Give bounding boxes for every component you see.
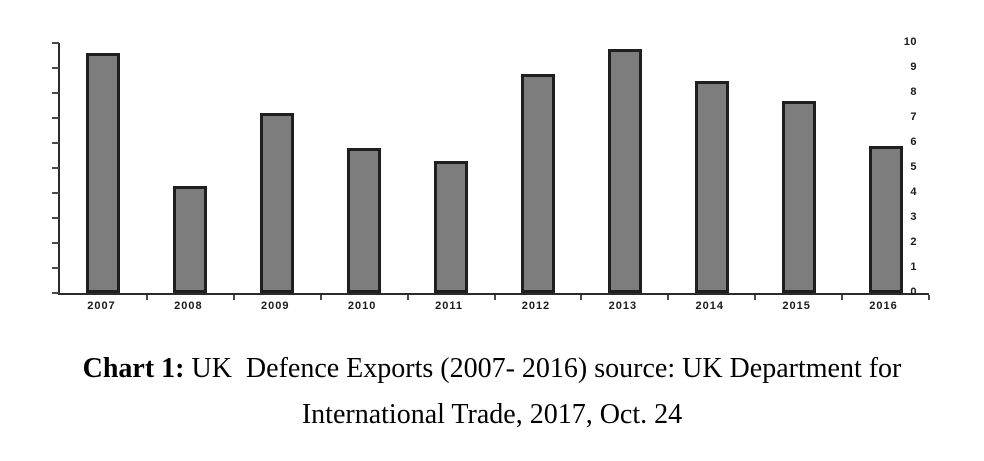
y-axis-tick-label-5: 5 bbox=[910, 161, 917, 173]
x-axis-tick-mark-6 bbox=[580, 295, 583, 300]
x-axis-tick-mark-10 bbox=[928, 295, 930, 300]
x-axis-tick-mark-5 bbox=[493, 295, 496, 300]
y-axis-tick-mark-10 bbox=[52, 42, 59, 44]
caption-line-2: International Trade, 2017, Oct. 24 bbox=[301, 399, 683, 430]
y-axis-tick-label-2: 2 bbox=[910, 236, 917, 248]
y-axis-tick-label-8: 8 bbox=[910, 86, 917, 98]
x-axis-tick-mark-7 bbox=[667, 295, 670, 300]
x-axis-label-2013: 2013 bbox=[608, 300, 638, 312]
y-axis-tick-mark-3 bbox=[52, 217, 59, 219]
bar-2013 bbox=[607, 49, 642, 293]
y-axis-tick-label-7: 7 bbox=[910, 111, 917, 123]
y-axis-tick-mark-8 bbox=[52, 92, 59, 94]
x-axis-tick-mark-1 bbox=[145, 295, 148, 300]
y-axis-tick-mark-9 bbox=[52, 67, 59, 69]
y-axis-tick-mark-1 bbox=[52, 267, 59, 269]
x-axis-tick-mark-8 bbox=[754, 295, 757, 300]
bar-2014 bbox=[694, 80, 729, 293]
x-axis-label-2014: 2014 bbox=[695, 300, 724, 312]
caption-chart-label: Chart 1: bbox=[82, 353, 185, 384]
x-axis-label-2009: 2009 bbox=[261, 300, 290, 312]
y-axis-tick-label-6: 6 bbox=[910, 136, 917, 148]
x-axis-label-2010: 2010 bbox=[347, 300, 377, 312]
bar-2012 bbox=[520, 74, 555, 293]
y-axis-tick-mark-4 bbox=[52, 192, 59, 194]
x-axis-tick-mark-9 bbox=[841, 295, 844, 300]
bar-2015 bbox=[781, 100, 816, 293]
x-axis-label-2008: 2008 bbox=[174, 300, 203, 312]
bar-2008 bbox=[173, 185, 208, 293]
bar-2010 bbox=[347, 148, 382, 293]
x-axis-tick-mark-4 bbox=[406, 295, 409, 300]
y-axis-tick-label-9: 9 bbox=[910, 61, 917, 73]
bar-2011 bbox=[434, 160, 469, 293]
x-axis-label-2015: 2015 bbox=[782, 300, 811, 312]
x-axis-tick-mark-2 bbox=[232, 295, 235, 300]
bar-2009 bbox=[260, 113, 295, 293]
x-axis-label-2012: 2012 bbox=[521, 300, 551, 312]
plot-area: 0 1 2 3 4 5 6 7 8 9 10 bbox=[52, 37, 930, 300]
y-axis-tick-mark-0 bbox=[52, 292, 59, 294]
y-axis-tick-mark-6 bbox=[52, 142, 59, 144]
x-axis-label-2007: 2007 bbox=[87, 300, 116, 312]
y-axis-tick-label-3: 3 bbox=[910, 211, 917, 223]
y-axis-tick-mark-7 bbox=[52, 117, 59, 119]
y-axis-tick-mark-5 bbox=[52, 167, 59, 169]
y-axis-tick-label-0: 0 bbox=[910, 286, 917, 298]
y-axis-tick-label-1: 1 bbox=[910, 261, 917, 273]
figure-caption: Chart 1: UK Defence Exports (2007- 2016)… bbox=[0, 346, 984, 438]
caption-line-1-text: UK Defence Exports (2007- 2016) source: … bbox=[184, 353, 902, 384]
x-axis-label-2011: 2011 bbox=[435, 300, 463, 312]
y-axis-tick-mark-2 bbox=[52, 242, 59, 244]
y-axis-tick-label-10: 10 bbox=[903, 36, 917, 48]
x-axis-tick-mark-3 bbox=[319, 295, 322, 300]
bar-2016 bbox=[868, 145, 903, 293]
y-axis-tick-label-4: 4 bbox=[910, 186, 917, 198]
caption-line-1: Chart 1: UK Defence Exports (2007- 2016)… bbox=[0, 346, 984, 392]
x-axis-label-2016: 2016 bbox=[869, 300, 898, 312]
bar-2007 bbox=[86, 53, 121, 293]
